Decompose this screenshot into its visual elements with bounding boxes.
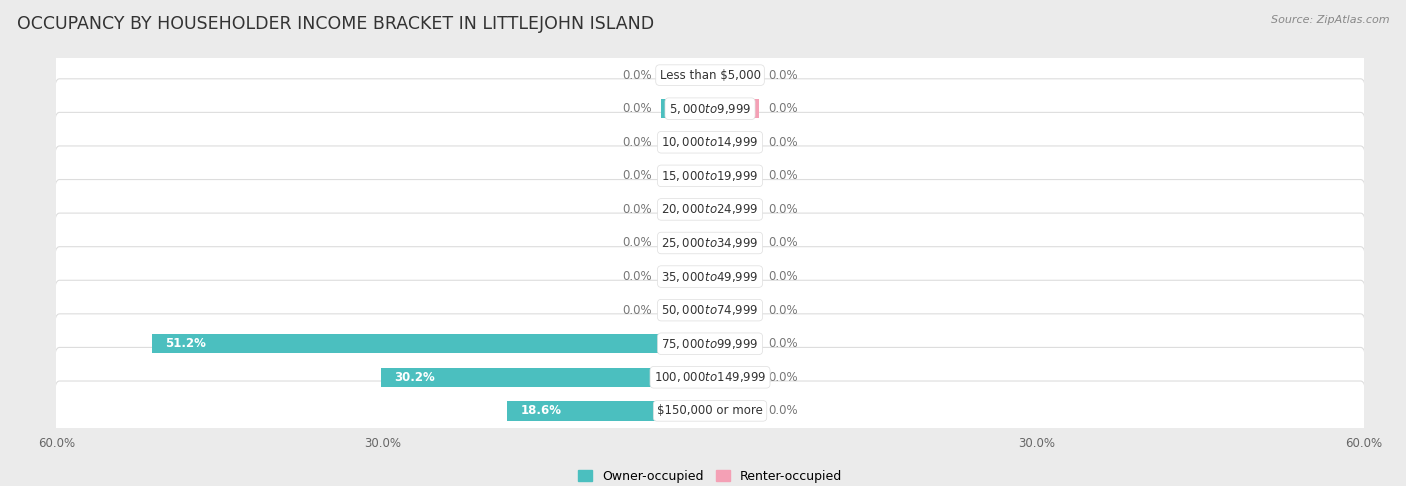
Legend: Owner-occupied, Renter-occupied: Owner-occupied, Renter-occupied <box>574 465 846 486</box>
Text: 30.2%: 30.2% <box>394 371 434 384</box>
Bar <box>381 367 710 387</box>
FancyBboxPatch shape <box>53 213 1367 273</box>
Text: 51.2%: 51.2% <box>166 337 207 350</box>
Bar <box>661 99 710 119</box>
FancyBboxPatch shape <box>53 79 1367 139</box>
FancyBboxPatch shape <box>53 247 1367 307</box>
Text: 0.0%: 0.0% <box>768 337 797 350</box>
Text: $25,000 to $34,999: $25,000 to $34,999 <box>661 236 759 250</box>
Text: $5,000 to $9,999: $5,000 to $9,999 <box>669 102 751 116</box>
Bar <box>661 267 710 286</box>
Text: $50,000 to $74,999: $50,000 to $74,999 <box>661 303 759 317</box>
Bar <box>710 166 759 186</box>
Text: $150,000 or more: $150,000 or more <box>657 404 763 417</box>
FancyBboxPatch shape <box>53 45 1367 105</box>
Text: OCCUPANCY BY HOUSEHOLDER INCOME BRACKET IN LITTLEJOHN ISLAND: OCCUPANCY BY HOUSEHOLDER INCOME BRACKET … <box>17 15 654 33</box>
Text: 0.0%: 0.0% <box>623 304 652 317</box>
Text: 0.0%: 0.0% <box>768 371 797 384</box>
Text: 0.0%: 0.0% <box>768 136 797 149</box>
FancyBboxPatch shape <box>53 280 1367 340</box>
Bar <box>710 200 759 219</box>
Bar <box>710 66 759 85</box>
Bar <box>710 367 759 387</box>
Text: $15,000 to $19,999: $15,000 to $19,999 <box>661 169 759 183</box>
Bar <box>710 133 759 152</box>
Bar <box>710 99 759 119</box>
Text: 18.6%: 18.6% <box>520 404 561 417</box>
Text: $35,000 to $49,999: $35,000 to $49,999 <box>661 270 759 283</box>
Bar <box>152 334 710 353</box>
Text: 0.0%: 0.0% <box>623 136 652 149</box>
Text: 0.0%: 0.0% <box>623 102 652 115</box>
Bar <box>661 166 710 186</box>
Text: 0.0%: 0.0% <box>768 169 797 182</box>
Text: 0.0%: 0.0% <box>768 404 797 417</box>
Text: $10,000 to $14,999: $10,000 to $14,999 <box>661 135 759 149</box>
Text: 0.0%: 0.0% <box>768 69 797 82</box>
FancyBboxPatch shape <box>53 179 1367 239</box>
Text: 0.0%: 0.0% <box>768 237 797 249</box>
FancyBboxPatch shape <box>53 112 1367 172</box>
Text: $20,000 to $24,999: $20,000 to $24,999 <box>661 203 759 216</box>
Bar <box>710 233 759 253</box>
Text: $100,000 to $149,999: $100,000 to $149,999 <box>654 370 766 384</box>
FancyBboxPatch shape <box>53 381 1367 441</box>
Text: 0.0%: 0.0% <box>768 203 797 216</box>
Bar <box>710 401 759 420</box>
Text: 0.0%: 0.0% <box>623 270 652 283</box>
Text: Less than $5,000: Less than $5,000 <box>659 69 761 82</box>
Text: Source: ZipAtlas.com: Source: ZipAtlas.com <box>1271 15 1389 25</box>
Bar <box>508 401 710 420</box>
Text: 0.0%: 0.0% <box>623 69 652 82</box>
Text: 0.0%: 0.0% <box>768 102 797 115</box>
Text: 0.0%: 0.0% <box>768 270 797 283</box>
FancyBboxPatch shape <box>53 347 1367 407</box>
Bar <box>661 133 710 152</box>
FancyBboxPatch shape <box>53 314 1367 374</box>
Text: 0.0%: 0.0% <box>623 237 652 249</box>
Text: $75,000 to $99,999: $75,000 to $99,999 <box>661 337 759 351</box>
Bar <box>661 200 710 219</box>
Bar <box>710 334 759 353</box>
Bar <box>661 300 710 320</box>
Text: 0.0%: 0.0% <box>768 304 797 317</box>
Bar <box>710 267 759 286</box>
Text: 0.0%: 0.0% <box>623 203 652 216</box>
Bar <box>661 233 710 253</box>
Bar <box>710 300 759 320</box>
Text: 0.0%: 0.0% <box>623 169 652 182</box>
FancyBboxPatch shape <box>53 146 1367 206</box>
Bar <box>661 66 710 85</box>
